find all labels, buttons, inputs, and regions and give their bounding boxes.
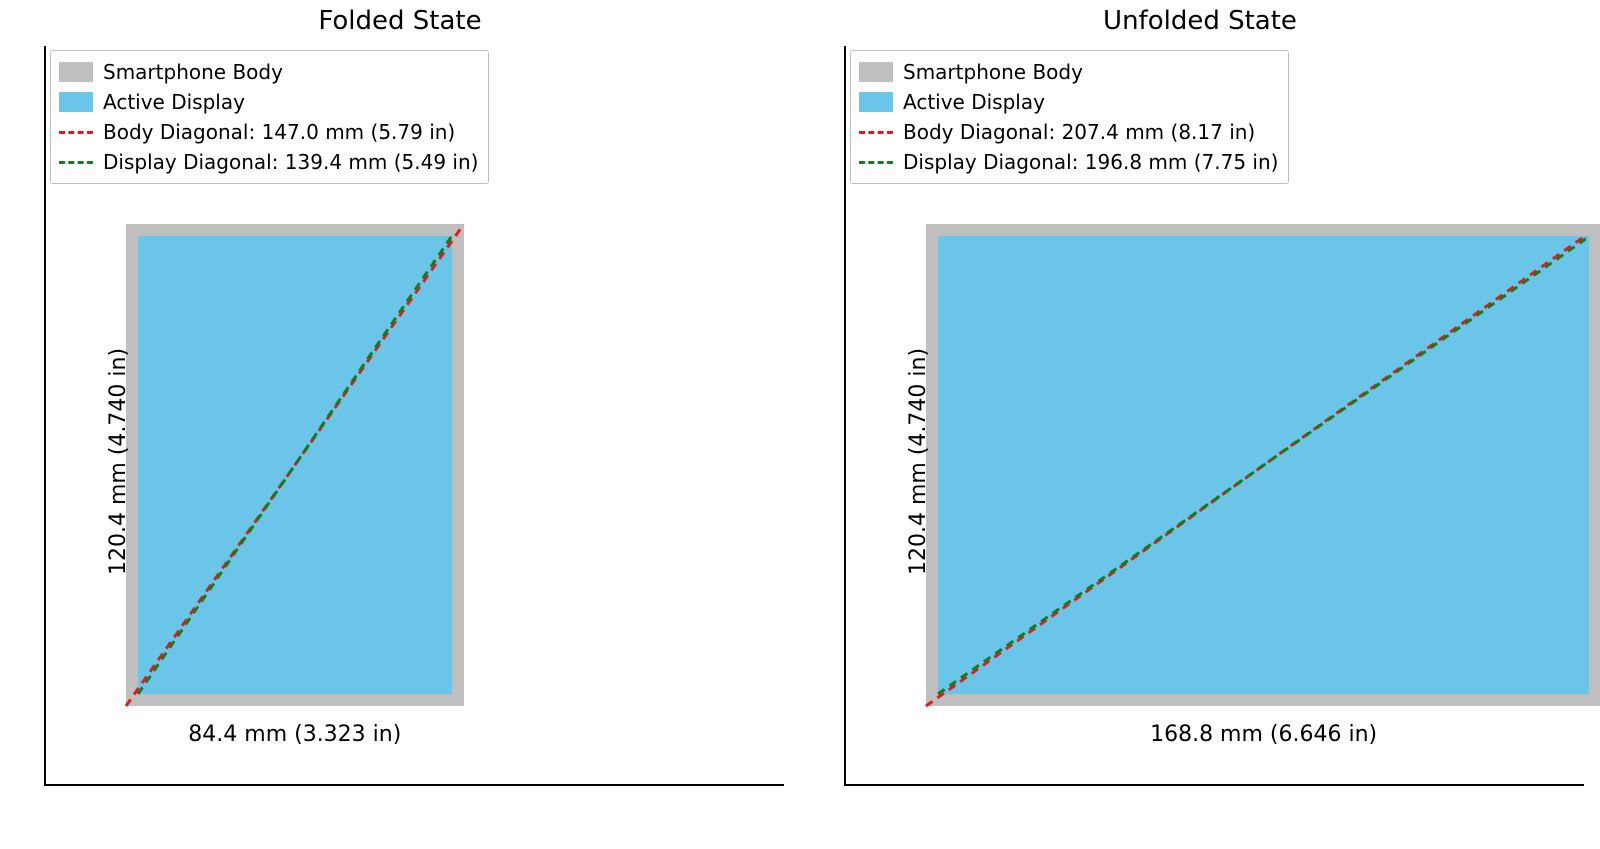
- active-display-unfolded: [938, 236, 1589, 694]
- active-display-folded: [138, 236, 452, 694]
- panel-title-folded: Folded State: [0, 6, 800, 36]
- legend-line-body-diag: [859, 131, 893, 134]
- figure: Folded State 84.4 mm (3.323 in) 120.4 mm…: [0, 0, 1600, 849]
- panel-unfolded: Unfolded State 168.8 mm (6.646 in) 120.4…: [800, 0, 1600, 849]
- axes-folded: 84.4 mm (3.323 in) 120.4 mm (4.740 in) S…: [44, 46, 784, 786]
- legend-label-display-diag: Display Diagonal: 196.8 mm (7.75 in): [903, 147, 1278, 177]
- legend-label-display-diag: Display Diagonal: 139.4 mm (5.49 in): [103, 147, 478, 177]
- legend-label-display: Active Display: [103, 87, 245, 117]
- legend-swatch-body: [59, 62, 93, 82]
- legend-line-display-diag: [59, 161, 93, 164]
- legend-line-display-diag: [859, 161, 893, 164]
- legend-label-body-diag: Body Diagonal: 207.4 mm (8.17 in): [903, 117, 1255, 147]
- legend-row-body: Smartphone Body: [59, 57, 478, 87]
- legend-swatch-display: [59, 92, 93, 112]
- legend-row-body: Smartphone Body: [859, 57, 1278, 87]
- legend-row-display-diag: Display Diagonal: 139.4 mm (5.49 in): [59, 147, 478, 177]
- x-label-unfolded: 168.8 mm (6.646 in): [926, 722, 1600, 747]
- legend-row-display: Active Display: [859, 87, 1278, 117]
- x-label-folded: 84.4 mm (3.323 in): [126, 722, 464, 747]
- legend-swatch-body: [859, 62, 893, 82]
- legend-label-body-diag: Body Diagonal: 147.0 mm (5.79 in): [103, 117, 455, 147]
- legend-line-body-diag: [59, 131, 93, 134]
- legend-row-body-diag: Body Diagonal: 207.4 mm (8.17 in): [859, 117, 1278, 147]
- legend-row-display: Active Display: [59, 87, 478, 117]
- legend-label-body: Smartphone Body: [903, 57, 1083, 87]
- legend-swatch-display: [859, 92, 893, 112]
- legend-row-display-diag: Display Diagonal: 196.8 mm (7.75 in): [859, 147, 1278, 177]
- legend-unfolded: Smartphone Body Active Display Body Diag…: [850, 50, 1289, 184]
- axes-unfolded: 168.8 mm (6.646 in) 120.4 mm (4.740 in) …: [844, 46, 1584, 786]
- panel-folded: Folded State 84.4 mm (3.323 in) 120.4 mm…: [0, 0, 800, 849]
- y-label-unfolded: 120.4 mm (4.740 in): [906, 348, 931, 575]
- y-label-folded: 120.4 mm (4.740 in): [106, 348, 131, 575]
- legend-row-body-diag: Body Diagonal: 147.0 mm (5.79 in): [59, 117, 478, 147]
- legend-label-display: Active Display: [903, 87, 1045, 117]
- panel-title-unfolded: Unfolded State: [800, 6, 1600, 36]
- legend-folded: Smartphone Body Active Display Body Diag…: [50, 50, 489, 184]
- legend-label-body: Smartphone Body: [103, 57, 283, 87]
